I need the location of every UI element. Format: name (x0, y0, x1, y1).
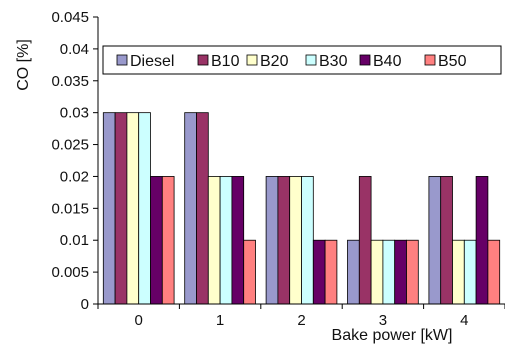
bar-diesel-4 (428, 176, 442, 305)
y-axis-label: CO [%] (15, 39, 32, 91)
bar-b40-2 (312, 239, 326, 305)
x-tick-label: 0 (135, 312, 143, 329)
bar-b50-0 (161, 176, 175, 305)
legend-label-b50: B50 (438, 53, 467, 70)
bar-b10-1 (196, 112, 209, 305)
bar-b20-3 (370, 239, 384, 305)
bar-b40-1 (231, 176, 245, 305)
legend-swatch-b30 (305, 54, 317, 66)
legend-label-b10: B10 (211, 53, 240, 70)
bar-b10-2 (277, 176, 291, 305)
legend-swatch-b20 (246, 54, 258, 66)
bar-diesel-1 (184, 112, 197, 305)
bar-b40-4 (475, 176, 489, 305)
x-axis-label: Bake power [kW] (332, 327, 453, 344)
x-tick-label: 2 (297, 312, 305, 329)
bar-b10-4 (440, 176, 453, 305)
legend-label-b40: B40 (373, 53, 402, 70)
bar-b30-3 (382, 239, 396, 305)
bar-b30-4 (463, 239, 477, 305)
axes: 0 0.005 0.01 0.015 0.02 0.025 0.03 0.035 0.04 0.0… (51, 9, 505, 329)
y-tick-label: 0.03 (60, 105, 89, 122)
x-tick-label: 4 (460, 312, 468, 329)
legend-swatch-b50 (424, 54, 436, 66)
y-tick-label: 0.045 (51, 9, 89, 26)
y-tick-label: 0.035 (51, 73, 89, 90)
legend-label-diesel: Diesel (130, 53, 174, 70)
bar-b40-0 (150, 176, 163, 305)
y-tick-label: 0.04 (60, 41, 89, 58)
legend: Diesel B10 B20 B30 B40 B50 (102, 45, 502, 75)
bar-b50-2 (324, 239, 338, 305)
bar-b20-1 (207, 176, 221, 305)
y-tick-label: 0 (81, 296, 89, 313)
y-tick-label: 0.025 (51, 137, 89, 154)
x-tick-label: 3 (379, 312, 387, 329)
bar-diesel-0 (102, 112, 116, 305)
bar-b50-1 (243, 239, 256, 305)
plot-area (102, 112, 501, 305)
bar-diesel-2 (265, 176, 279, 305)
bar-b20-0 (126, 112, 140, 305)
bar-b20-4 (452, 239, 465, 305)
legend-swatch-b10 (197, 54, 209, 66)
legend-label-b20: B20 (260, 53, 289, 70)
bar-b20-2 (289, 176, 302, 305)
bar-b50-3 (406, 239, 419, 305)
x-tick-label: 1 (216, 312, 224, 329)
bar-b40-3 (394, 239, 407, 305)
bar-b30-1 (219, 176, 233, 305)
bar-b30-2 (301, 176, 314, 305)
bar-diesel-3 (347, 239, 360, 305)
bar-b10-0 (114, 112, 128, 305)
y-tick-label: 0.015 (51, 200, 89, 217)
legend-swatch-b40 (359, 54, 371, 66)
legend-swatch-diesel (116, 54, 128, 66)
bar-b30-0 (138, 112, 151, 305)
legend-label-b30: B30 (319, 53, 348, 70)
bar-b10-3 (358, 176, 372, 305)
y-tick-label: 0.01 (60, 232, 89, 249)
y-tick-label: 0.02 (60, 168, 89, 185)
y-tick-label: 0.005 (51, 264, 89, 281)
bar-b50-4 (487, 239, 501, 305)
